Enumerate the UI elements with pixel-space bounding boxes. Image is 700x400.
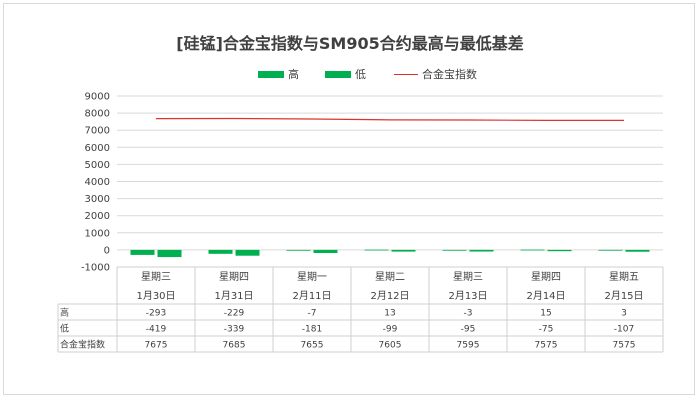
table-cell-value: 7605 bbox=[379, 341, 402, 351]
table-cell-value: 7685 bbox=[223, 341, 246, 351]
bar-low bbox=[235, 249, 260, 256]
x-weekday-label: 星期一 bbox=[297, 271, 327, 283]
legend-swatch-index bbox=[394, 73, 418, 75]
table-row-header: 高 bbox=[60, 307, 69, 319]
y-tick-label: 6000 bbox=[85, 143, 110, 154]
index-line bbox=[155, 117, 624, 121]
y-tick-label: 2000 bbox=[85, 211, 110, 222]
y-tick-label: 3000 bbox=[85, 194, 110, 205]
table-cell-value: 3 bbox=[621, 309, 627, 319]
y-tick-label: 1000 bbox=[85, 228, 110, 239]
x-weekday-label: 星期二 bbox=[375, 271, 405, 283]
table-row-header: 低 bbox=[60, 323, 69, 335]
bar-low bbox=[469, 249, 494, 252]
bar-high bbox=[208, 249, 233, 254]
table-cell-value: 7655 bbox=[301, 341, 324, 351]
table-cell-value: 7595 bbox=[457, 341, 480, 351]
legend-item-low: 低 bbox=[325, 66, 366, 82]
y-tick-label: 0 bbox=[104, 245, 110, 256]
bar-low bbox=[547, 249, 572, 252]
legend-label-index: 合金宝指数 bbox=[422, 68, 477, 81]
chart-legend: 高 低 合金宝指数 bbox=[0, 66, 700, 82]
legend-swatch-high bbox=[258, 70, 284, 78]
table-cell-value: -339 bbox=[224, 325, 245, 335]
table-cell-value: -293 bbox=[146, 309, 166, 319]
table-cell-value: 7575 bbox=[613, 341, 636, 351]
x-date-label: 1月30日 bbox=[136, 290, 175, 302]
bar-low bbox=[625, 249, 650, 252]
legend-swatch-low bbox=[325, 70, 351, 78]
x-weekday-label: 星期四 bbox=[219, 271, 249, 283]
table-cell-value: -229 bbox=[224, 309, 245, 319]
x-date-label: 1月31日 bbox=[214, 290, 253, 302]
bar-low bbox=[391, 249, 416, 252]
bar-low bbox=[313, 249, 338, 253]
table-cell-value: -181 bbox=[302, 325, 322, 335]
x-weekday-label: 星期四 bbox=[531, 271, 561, 283]
x-date-label: 2月15日 bbox=[604, 290, 643, 302]
table-cell-value: -75 bbox=[539, 325, 554, 335]
legend-label-low: 低 bbox=[355, 68, 366, 81]
table-cell-value: -7 bbox=[308, 309, 317, 319]
table-cell-value: 15 bbox=[540, 309, 551, 319]
y-tick-label: 4000 bbox=[85, 177, 110, 188]
legend-item-index: 合金宝指数 bbox=[394, 66, 477, 82]
table-cell-value: 7575 bbox=[535, 341, 558, 351]
legend-item-high: 高 bbox=[258, 66, 299, 82]
y-tick-label: -1000 bbox=[81, 263, 110, 274]
bar-high bbox=[520, 249, 545, 251]
x-date-label: 2月13日 bbox=[448, 290, 487, 302]
y-tick-label: 5000 bbox=[85, 160, 110, 171]
table-cell-value: -99 bbox=[383, 325, 398, 335]
x-date-label: 2月12日 bbox=[370, 290, 409, 302]
x-weekday-label: 星期三 bbox=[141, 271, 171, 283]
bar-high bbox=[442, 249, 467, 251]
table-cell-value: 13 bbox=[384, 309, 395, 319]
x-weekday-label: 星期五 bbox=[609, 271, 639, 283]
bar-high bbox=[286, 249, 311, 251]
legend-label-high: 高 bbox=[288, 68, 299, 81]
chart-title: [硅锰]合金宝指数与SM905合约最高与最低基差 bbox=[176, 34, 524, 53]
bar-low bbox=[157, 249, 182, 258]
x-date-label: 2月11日 bbox=[292, 290, 331, 302]
table-cell-value: -419 bbox=[146, 325, 167, 335]
bar-high bbox=[364, 249, 389, 251]
table-cell-value: -95 bbox=[461, 325, 476, 335]
y-tick-label: 9000 bbox=[85, 92, 110, 103]
table-cell-value: -107 bbox=[614, 325, 634, 335]
x-weekday-label: 星期三 bbox=[453, 271, 483, 283]
y-tick-label: 7000 bbox=[85, 126, 110, 137]
table-cell-value: -3 bbox=[464, 309, 473, 319]
table-cell-value: 7675 bbox=[145, 341, 168, 351]
x-date-label: 2月14日 bbox=[526, 290, 565, 302]
table-row-header: 合金宝指数 bbox=[60, 339, 105, 351]
y-tick-label: 8000 bbox=[85, 109, 110, 120]
bar-high bbox=[130, 249, 155, 255]
bar-high bbox=[598, 249, 623, 251]
